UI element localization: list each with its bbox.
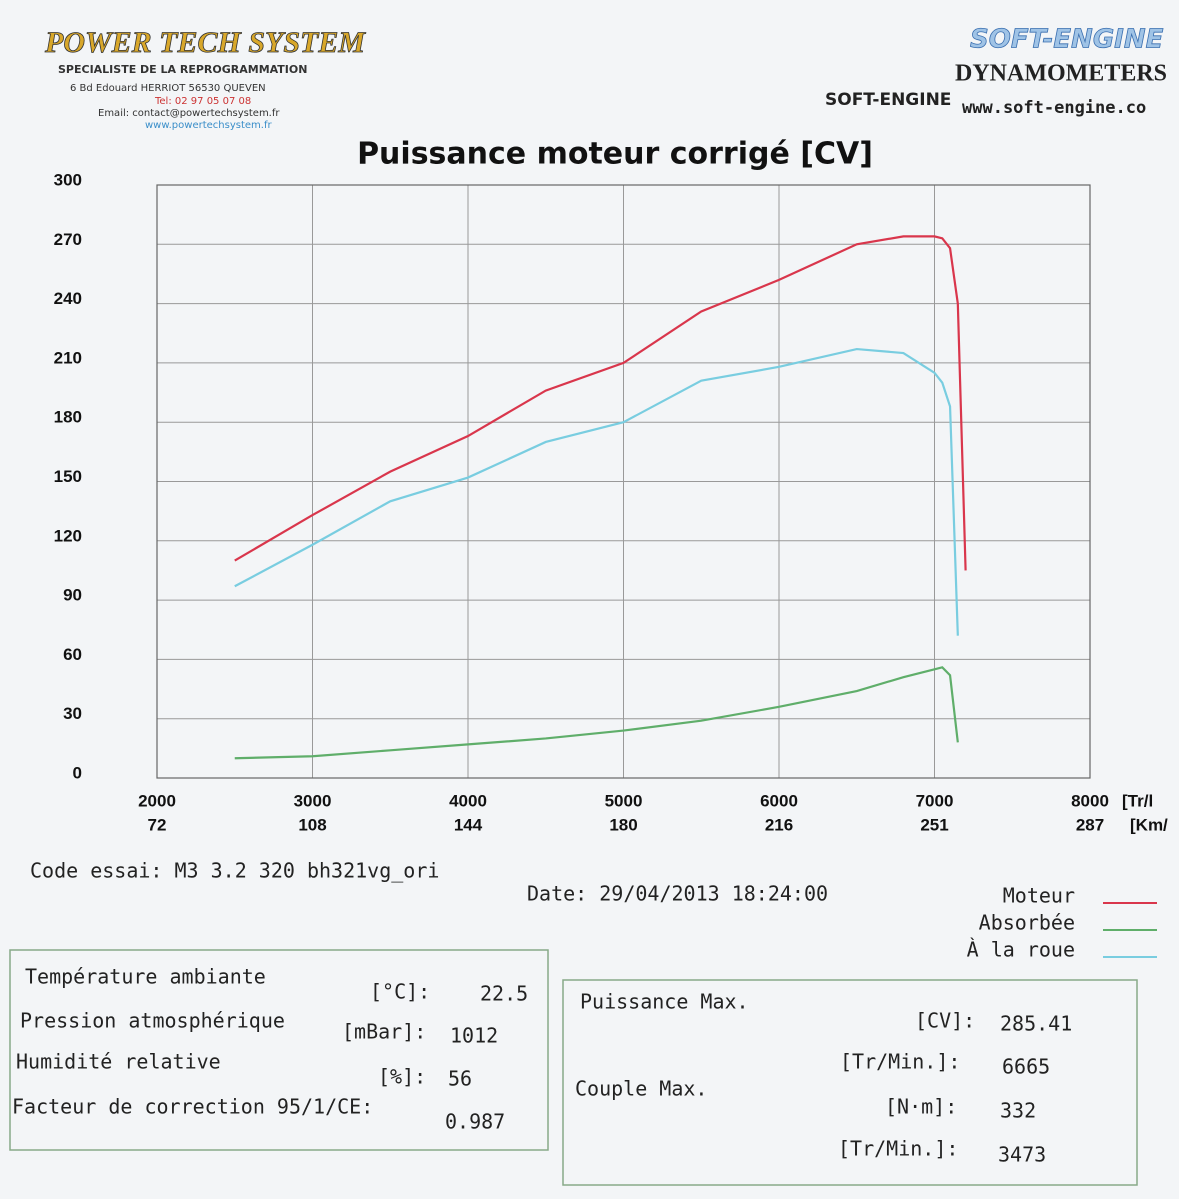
x-tick-label: 4000 [449,791,487,810]
legend-label: À la roue [967,938,1075,962]
test-code: Code essai: M3 3.2 320 bh321vg_ori [30,859,439,883]
y-tick-label: 90 [63,586,82,605]
speed-tick-label: 72 [148,815,167,834]
test-date: Date: 29/04/2013 18:24:00 [527,882,828,906]
logo-text: SOFT-ENGINE [825,90,951,110]
email: Email: contact@powertechsystem.fr [98,108,280,119]
series-line [234,347,959,636]
x-tick-label: 2000 [138,791,176,810]
y-tick-label: 210 [54,348,82,367]
speed-tick-label: 251 [920,815,948,834]
y-tick-label: 60 [63,645,82,664]
condition-value: 0.987 [445,1110,505,1134]
condition-unit: [%]: [378,1065,426,1089]
chart-title: Puissance moteur corrigé [CV] [357,137,873,172]
result-value: 6665 [1002,1055,1050,1079]
y-tick-label: 0 [73,763,82,782]
address: 6 Bd Edouard HERRIOT 56530 QUEVEN [70,83,266,94]
condition-label: Pression atmosphérique [20,1009,285,1033]
result-value: 285.41 [1000,1012,1072,1036]
condition-value: 56 [448,1067,472,1091]
condition-label: Humidité relative [16,1050,221,1074]
y-tick-label: 30 [63,704,82,723]
phone: Tel: 02 97 05 07 08 [154,96,251,107]
speed-tick-label: 144 [454,815,483,834]
condition-label: Facteur de correction 95/1/CE: [12,1095,373,1119]
series-line [234,235,967,571]
condition-unit: [°C]: [370,980,430,1004]
x-tick-label: 7000 [916,791,954,810]
y-tick-label: 300 [54,170,82,189]
y-tick-label: 270 [54,230,82,249]
x-tick-label: 8000 [1071,791,1109,810]
brand: SOFT-ENGINE [970,25,1164,55]
legend-label: Moteur [1003,884,1075,908]
results-box [562,979,1138,1186]
legend-label: Absorbée [979,911,1075,935]
condition-value: 22.5 [480,982,528,1006]
condition-unit: [mBar]: [342,1020,426,1044]
y-tick-label: 150 [54,467,82,486]
condition-value: 1012 [450,1024,498,1048]
result-label: Puissance Max. [580,990,749,1014]
result-value: 3473 [998,1143,1046,1167]
speed-tick-label: 216 [765,815,793,834]
condition-label: Température ambiante [25,965,266,989]
company-name: POWER TECH SYSTEM [44,26,366,59]
speed-tick-label: 287 [1076,815,1104,834]
result-unit: [CV]: [915,1009,975,1033]
x-tick-label: 6000 [760,791,798,810]
x-tick-label: 3000 [294,791,332,810]
y-tick-label: 120 [54,526,82,545]
result-label: Couple Max. [575,1077,707,1101]
result-value: 332 [1000,1099,1036,1123]
brand-sub: DYNAMOMETERS [955,61,1167,87]
y-tick-label: 240 [54,289,82,308]
speed-unit: [Km/ [1130,815,1168,834]
result-unit: [N·m]: [885,1095,957,1119]
conditions-box [9,949,549,1151]
x-unit: [Tr/l [1122,791,1153,810]
brand-website: www.soft-engine.co [962,98,1146,118]
result-unit: [Tr/Min.]: [838,1137,958,1161]
website: www.powertechsystem.fr [145,120,272,131]
x-tick-label: 5000 [605,791,643,810]
plot-frame [156,184,1091,779]
speed-tick-label: 108 [298,815,326,834]
speed-tick-label: 180 [609,815,637,834]
y-tick-label: 180 [54,408,82,427]
tagline: SPECIALISTE DE LA REPROGRAMMATION [58,63,307,76]
result-unit: [Tr/Min.]: [840,1050,960,1074]
series-line [234,666,959,760]
